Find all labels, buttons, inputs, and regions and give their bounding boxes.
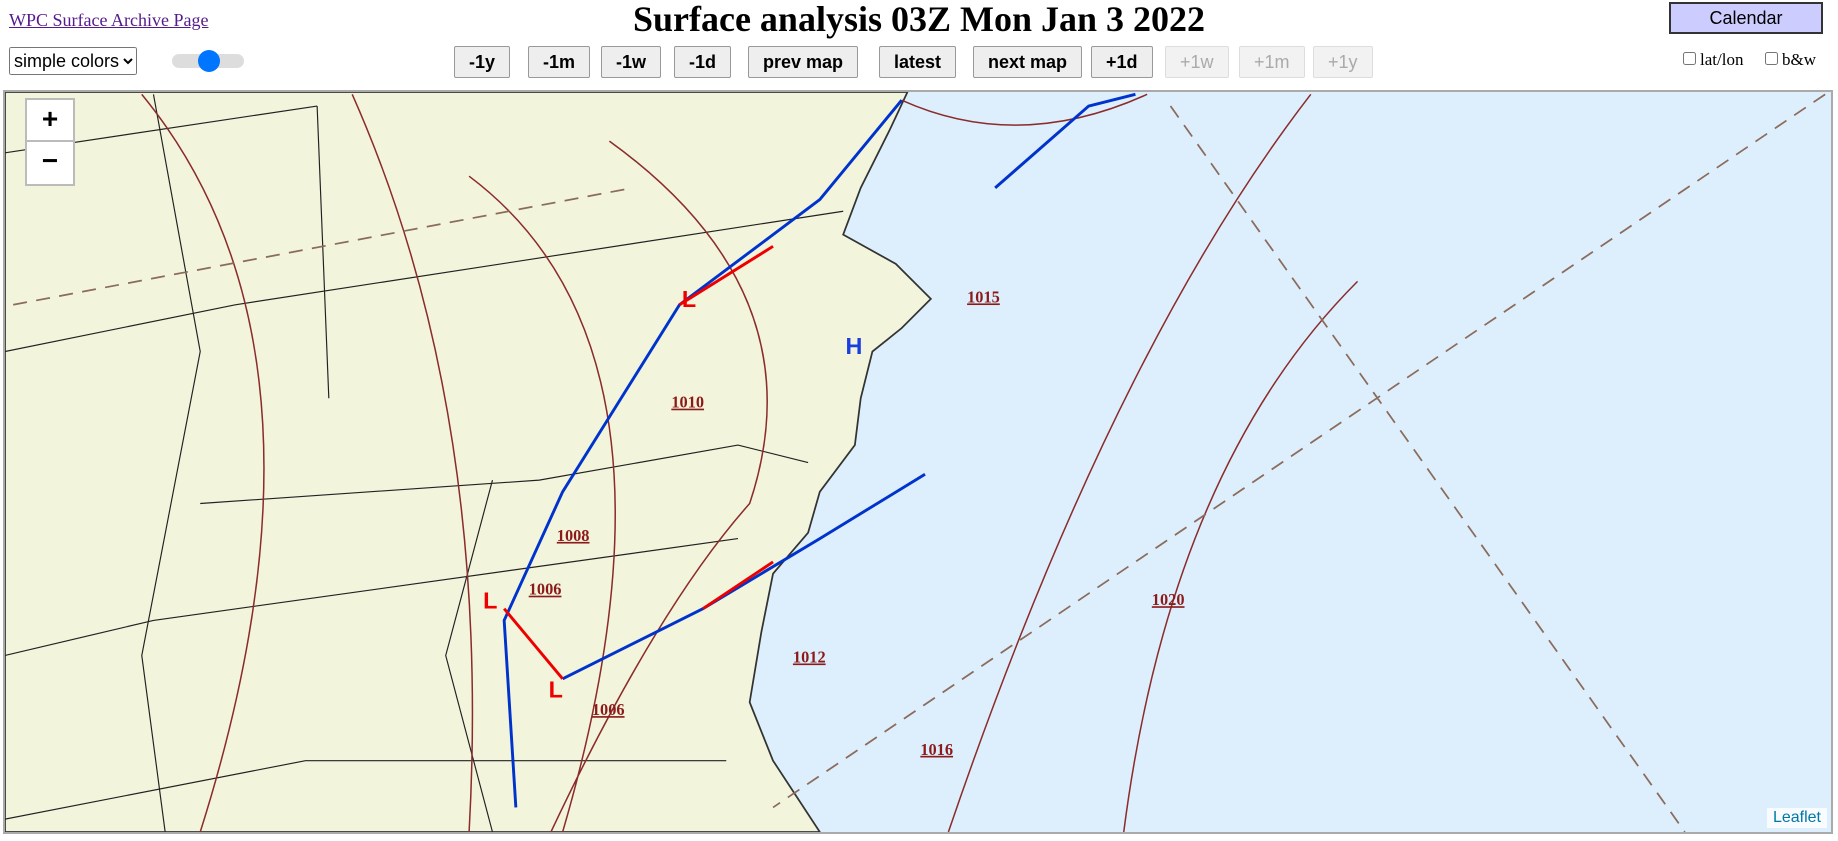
color-mode-select[interactable]: simple colors [9,47,137,75]
nav-button[interactable]: -1d [674,46,731,78]
isobar-label: 1006 [529,580,562,599]
nav-button[interactable]: next map [973,46,1083,78]
zoom-in[interactable]: + [25,98,75,144]
nav-button: +1w [1165,46,1229,78]
high-center: H [846,333,863,359]
bw-checkbox[interactable] [1765,52,1778,65]
latlon-label: lat/lon [1700,50,1744,69]
warm-front [503,245,774,680]
isobar-lines [141,93,1359,832]
cold-front [502,99,903,808]
nav-button[interactable]: -1w [601,46,662,78]
nav-button: +1m [1239,46,1305,78]
slider-knob[interactable] [198,50,220,72]
bw-label: b&w [1782,50,1816,69]
isobar-label: 1015 [967,287,1000,306]
cold-front [994,92,1136,189]
page-title: Surface analysis 03Z Mon Jan 3 2022 [632,0,1206,39]
opacity-slider[interactable] [172,50,244,72]
low-center: L [682,286,696,312]
isobar-label: 1010 [671,393,704,412]
nav-button[interactable]: -1m [528,46,591,78]
cold-front [561,473,926,681]
attribution[interactable]: Leaflet [1766,808,1827,828]
calendar-button[interactable]: Calendar [1669,2,1823,34]
state-borders [5,94,844,832]
nav-button: +1y [1313,46,1373,78]
zoom-out[interactable]: − [25,140,75,186]
low-center: L [483,588,497,614]
low-center: L [549,677,563,703]
land [5,92,933,832]
isobar-label: 1020 [1152,590,1185,609]
archive-link[interactable]: WPC Surface Archive Page [9,10,209,30]
isobar-label: 1006 [592,700,625,719]
isobar-label: 1016 [920,740,953,759]
latlon-toggle[interactable]: lat/lon [1683,50,1743,70]
map[interactable]: 1015 1010 1008 1006 1006 1012 1016 1020 … [3,90,1833,834]
latlon-checkbox[interactable] [1683,52,1696,65]
bw-toggle[interactable]: b&w [1765,50,1816,70]
nav-button[interactable]: prev map [748,46,859,78]
nav-button[interactable]: -1y [454,46,511,78]
isobar-label: 1012 [793,647,826,666]
isobar-label: 1008 [557,526,590,545]
nav-button[interactable]: +1d [1091,46,1153,78]
trough-lines [13,93,1826,832]
nav-button[interactable]: latest [879,46,957,78]
map-canvas: 1015 1010 1008 1006 1006 1012 1016 1020 … [5,92,1831,832]
